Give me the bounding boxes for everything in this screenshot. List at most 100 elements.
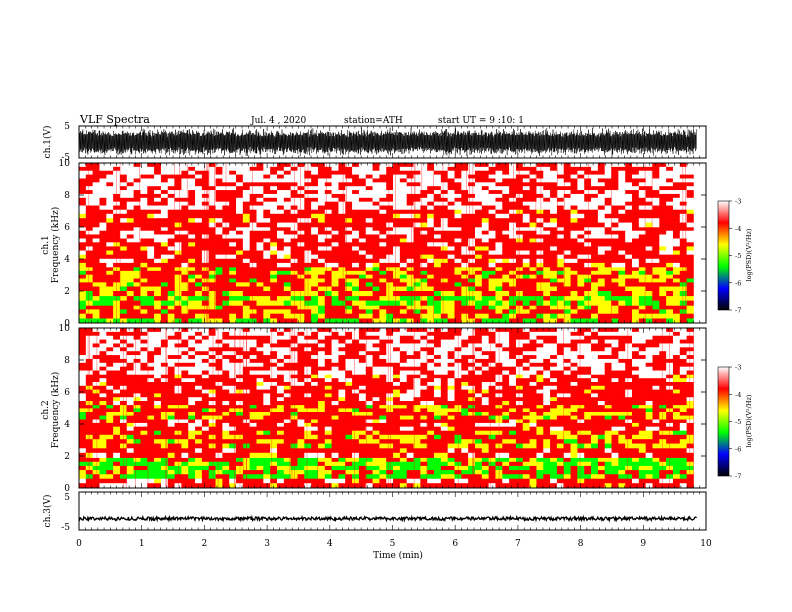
- spectrogram-cell: [672, 305, 681, 310]
- spectrogram-cell: [393, 201, 401, 206]
- spectrogram-cell: [215, 300, 223, 306]
- spectrogram-cell: [352, 267, 360, 272]
- spectrogram-cell: [263, 262, 271, 268]
- spectrogram-cell: [427, 483, 435, 489]
- spectrogram-cell: [270, 430, 278, 436]
- spectrogram-cell: [481, 309, 489, 314]
- colorbar-tick-label: -6: [735, 279, 741, 287]
- spectrogram-cell: [543, 222, 551, 228]
- spectrogram-cell: [256, 470, 264, 475]
- spectrogram-cell: [604, 242, 612, 247]
- spectrogram-cell: [201, 205, 210, 210]
- spectrogram-cell: [317, 443, 326, 449]
- spectrogram-cell: [584, 182, 592, 187]
- spectrogram-cell: [652, 278, 660, 283]
- spectrogram-cell: [672, 166, 681, 172]
- spectrogram-cell: [604, 270, 612, 275]
- spectrogram-cell: [79, 209, 87, 215]
- spectrogram-cell: [99, 278, 107, 283]
- spectrogram-cell: [509, 186, 517, 191]
- spectrogram-cell: [276, 254, 285, 260]
- spectrogram-cell: [420, 274, 428, 279]
- spectrogram-cell: [536, 295, 544, 301]
- spectrogram-cell: [181, 250, 189, 255]
- spectrogram-cell: [632, 474, 640, 479]
- spectrogram-cell: [79, 282, 87, 287]
- spectrogram-cell: [99, 258, 107, 264]
- spectrogram-cell: [317, 274, 326, 279]
- spectrogram-cell: [311, 246, 319, 251]
- spectrogram-cell: [550, 430, 558, 436]
- spectrogram-cell: [440, 291, 448, 297]
- spectrogram-cell: [256, 254, 264, 260]
- spectrogram-cell: [611, 434, 619, 440]
- spectrogram-cell: [440, 190, 448, 195]
- spectrogram-cell: [434, 258, 442, 264]
- spectrogram-cell: [447, 246, 455, 251]
- spectrogram-cell: [270, 242, 278, 247]
- spectrogram-cell: [324, 178, 332, 183]
- spectrogram-cell: [249, 278, 257, 283]
- spectrogram-cell: [591, 258, 599, 264]
- spectrogram-cell: [591, 267, 599, 272]
- spectrogram-cell: [147, 448, 155, 454]
- spectrogram-cell: [577, 278, 585, 283]
- spectrogram-cell: [509, 205, 517, 210]
- spectrogram-cell: [324, 174, 332, 179]
- spectrogram-cell: [495, 291, 503, 297]
- spectrogram-cell: [174, 267, 182, 272]
- spectrogram-cell: [550, 182, 558, 187]
- spectrogram-cell: [481, 305, 489, 310]
- spectrogram-cell: [645, 443, 653, 449]
- spectrogram-cell: [481, 170, 489, 175]
- spectrogram-cell: [181, 186, 189, 191]
- spectrogram-cell: [263, 309, 271, 314]
- spectrogram-cell: [488, 270, 496, 275]
- spectrogram-cell: [338, 443, 346, 449]
- spectrogram-cell: [331, 419, 339, 424]
- spectrogram-cell: [215, 448, 223, 454]
- spectrogram-cell: [160, 461, 169, 467]
- spectrogram-cell: [625, 309, 633, 314]
- spectrogram-cell: [331, 300, 339, 306]
- spectrogram-cell: [666, 218, 674, 223]
- spectrogram-cell: [563, 313, 571, 319]
- spectrogram-cell: [474, 222, 483, 228]
- spectrogram-cell: [495, 174, 503, 179]
- spectrogram-cell: [597, 242, 606, 247]
- spectrogram-cell: [365, 478, 373, 484]
- spectrogram-cell: [222, 422, 230, 427]
- spectrogram-cell: [113, 470, 121, 475]
- spectrogram-cell: [468, 254, 476, 260]
- spectrogram-cell: [229, 238, 237, 243]
- spectrogram-cell: [317, 174, 326, 179]
- spectrogram-cell: [604, 434, 612, 440]
- spectrogram-cell: [345, 313, 353, 319]
- spectrogram-cell: [502, 209, 510, 215]
- spectrogram-cell: [99, 246, 107, 251]
- spectrogram-cell: [584, 443, 592, 449]
- spectrogram-cell: [283, 483, 291, 489]
- spectrogram-cell: [195, 166, 203, 172]
- spectrogram-cell: [509, 218, 517, 223]
- spectrogram-cell: [420, 213, 428, 219]
- spectrogram-cell: [577, 222, 585, 228]
- spectrogram-cell: [249, 430, 257, 436]
- spectrogram-cell: [345, 474, 353, 479]
- spectrogram-cell: [638, 286, 646, 292]
- spectrogram-cell: [515, 439, 524, 444]
- spectrogram-cell: [311, 242, 319, 247]
- spectrogram-cell: [119, 213, 128, 219]
- spectrogram-cell: [79, 166, 87, 172]
- spectrogram-cell: [379, 286, 387, 292]
- spectrogram-cell: [195, 197, 203, 202]
- spectrogram-cell: [638, 478, 646, 484]
- spectrogram-cell: [584, 422, 592, 427]
- spectrogram-cell: [358, 274, 367, 279]
- spectrogram-cell: [324, 295, 332, 301]
- spectrogram-cell: [440, 278, 448, 283]
- spectrogram-cell: [604, 205, 612, 210]
- spectrogram-cell: [379, 205, 387, 210]
- spectrogram-cell: [563, 230, 571, 235]
- spectrogram-cell: [208, 313, 216, 319]
